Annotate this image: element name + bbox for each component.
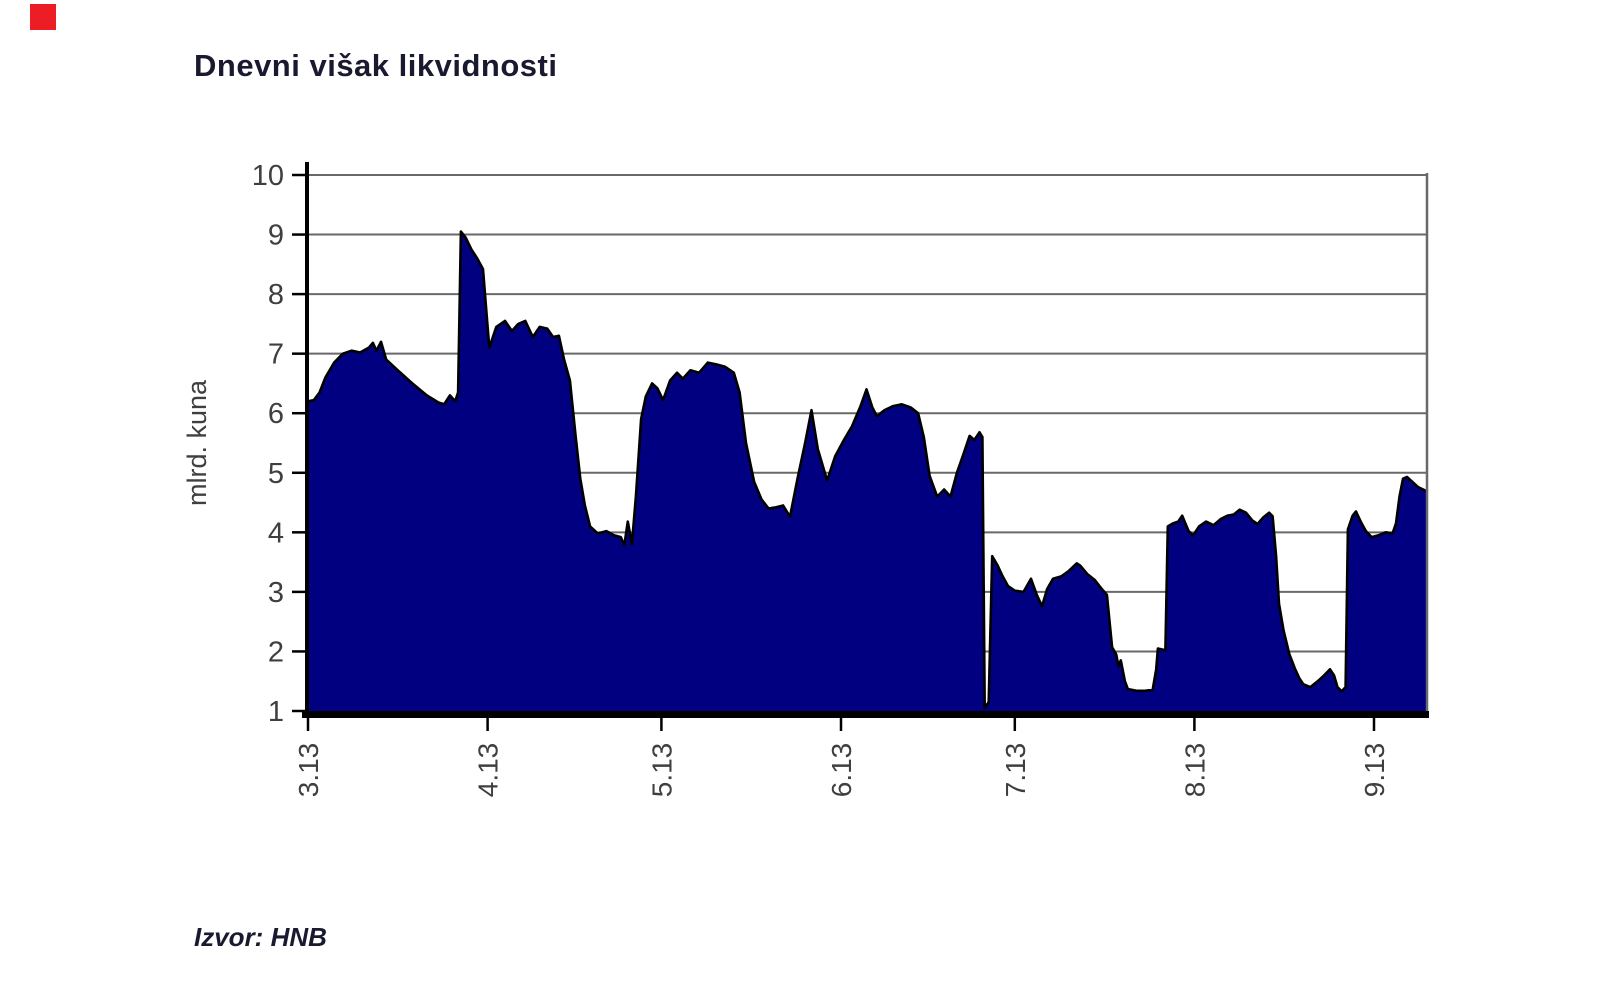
area-series (306, 231, 1428, 715)
x-tick-label: 5.13 (646, 743, 677, 798)
y-tick-label: 10 (252, 160, 284, 192)
y-tick-label: 3 (268, 577, 284, 609)
y-tick-label: 4 (268, 517, 284, 549)
chart-title: Dnevni višak likvidnosti (194, 48, 558, 83)
x-tick-label: 4.13 (473, 743, 504, 798)
y-tick-label: 7 (268, 339, 284, 371)
x-tick-label: 6.13 (826, 743, 857, 798)
source-note: Izvor: HNB (194, 922, 327, 952)
y-tick-label: 1 (268, 696, 284, 728)
y-tick-label: 2 (268, 636, 284, 668)
y-axis-title: mlrd. kuna (182, 379, 212, 506)
y-tick-label: 5 (268, 458, 284, 490)
y-tick-label: 9 (268, 220, 284, 252)
x-tick-label: 9.13 (1359, 743, 1390, 798)
x-tick-label: 3.13 (293, 743, 324, 798)
y-tick-label: 8 (268, 279, 284, 311)
x-tick-label: 8.13 (1179, 743, 1210, 798)
y-tick-label: 6 (268, 398, 284, 430)
x-tick-label: 7.13 (1000, 743, 1031, 798)
red-corner-marker (30, 4, 56, 30)
chart-svg: 1 2 3 4 5 6 7 8 9 10 3.13 4.13 5.13 6.13 7.13 8.13 9.13 m… (182, 160, 1429, 798)
series-outline (306, 230, 1428, 710)
